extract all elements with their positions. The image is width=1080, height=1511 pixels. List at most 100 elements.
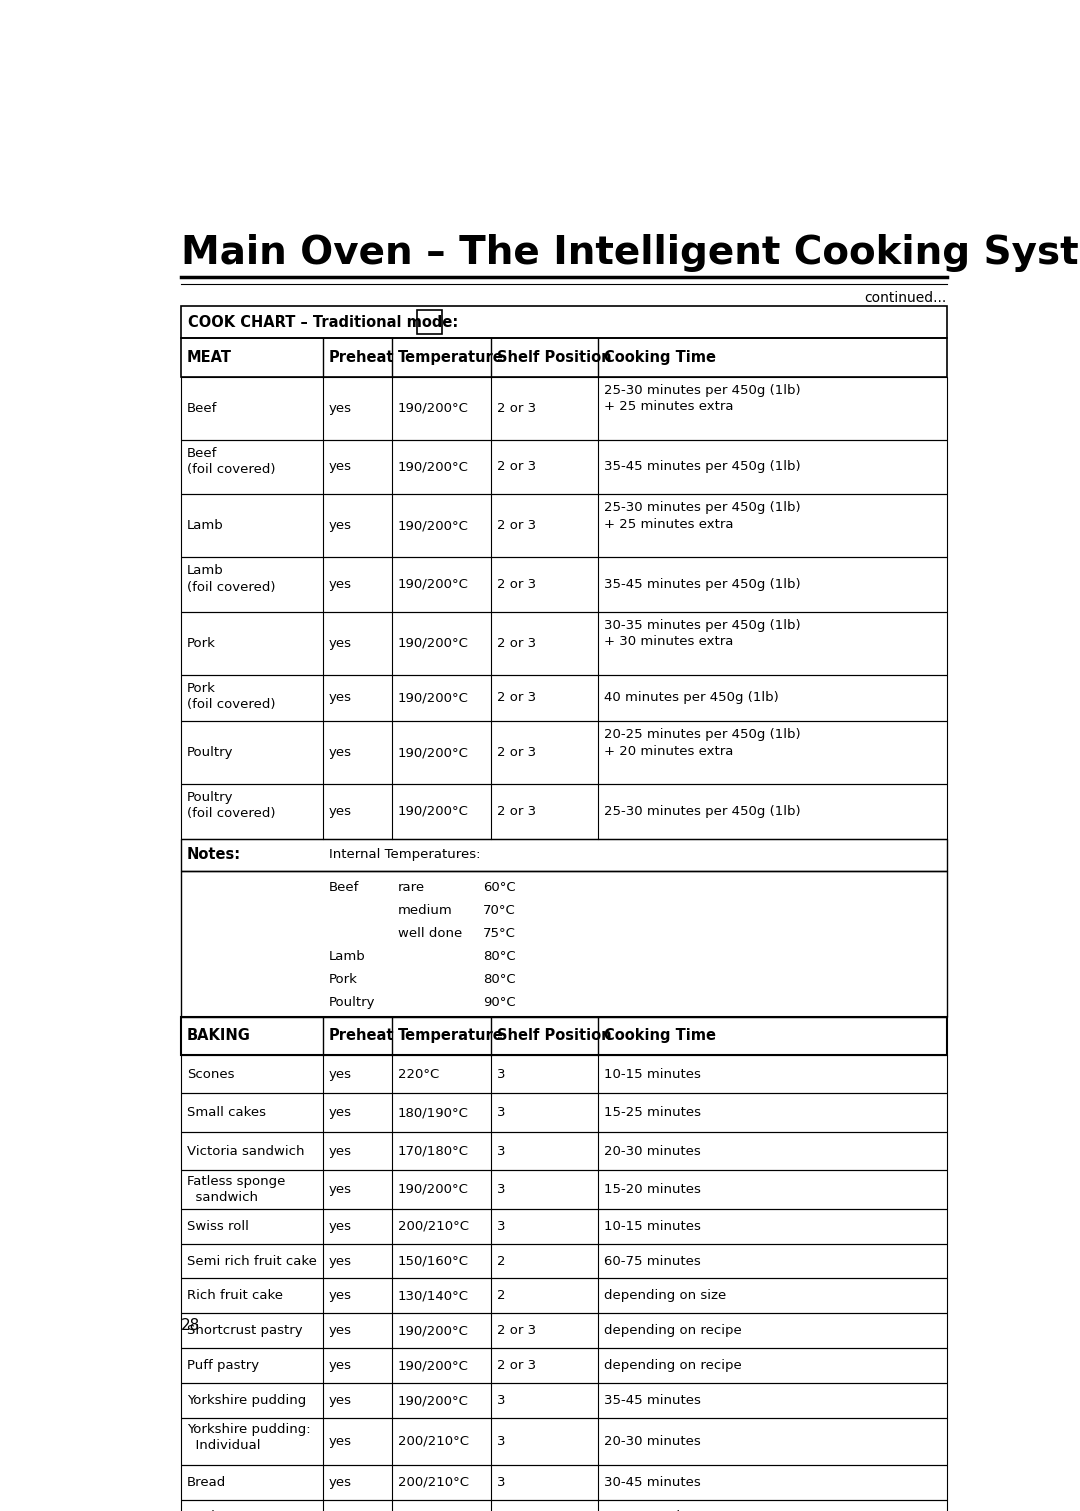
Text: 80°C: 80°C <box>483 950 515 963</box>
Text: depending on recipe: depending on recipe <box>605 1324 742 1337</box>
Text: 190/200°C: 190/200°C <box>397 746 469 759</box>
Text: 25-30 minutes per 450g (1lb)
+ 25 minutes extra: 25-30 minutes per 450g (1lb) + 25 minute… <box>605 502 801 530</box>
Text: Beef: Beef <box>328 881 359 895</box>
Text: 3: 3 <box>497 1144 505 1157</box>
Text: Cooking Time: Cooking Time <box>605 1029 716 1044</box>
Bar <box>181 1499 947 1511</box>
Text: 3: 3 <box>497 1106 505 1120</box>
Bar <box>181 558 947 612</box>
Text: Small cakes: Small cakes <box>187 1106 266 1120</box>
Text: 25-30 minutes per 450g (1lb): 25-30 minutes per 450g (1lb) <box>605 805 801 817</box>
Text: 75°C: 75°C <box>483 928 516 940</box>
Text: 30-45 minutes: 30-45 minutes <box>605 1476 701 1488</box>
Text: 60°C: 60°C <box>483 881 515 895</box>
Text: depending on recipe: depending on recipe <box>605 1360 742 1372</box>
Text: yes: yes <box>328 1360 352 1372</box>
Text: 60-75 minutes: 60-75 minutes <box>605 1254 701 1268</box>
Bar <box>181 1132 947 1171</box>
Text: 35-45 minutes: 35-45 minutes <box>605 1395 701 1407</box>
Text: 130/140°C: 130/140°C <box>397 1289 469 1302</box>
Bar <box>181 376 947 440</box>
Bar <box>181 1055 947 1094</box>
Text: continued...: continued... <box>865 290 947 305</box>
Bar <box>181 721 947 784</box>
Text: 190/200°C: 190/200°C <box>397 1324 469 1337</box>
Text: Shelf Position: Shelf Position <box>497 351 611 366</box>
Text: yes: yes <box>328 805 352 817</box>
Text: Bread: Bread <box>187 1476 226 1488</box>
Text: Pork
(foil covered): Pork (foil covered) <box>187 681 275 712</box>
Bar <box>181 1017 947 1055</box>
Text: Cooking Time: Cooking Time <box>605 351 716 366</box>
Text: 190/200°C: 190/200°C <box>397 402 469 414</box>
Text: 3: 3 <box>497 1476 505 1488</box>
Text: Shelf Position: Shelf Position <box>497 1029 611 1044</box>
Text: yes: yes <box>328 1476 352 1488</box>
Bar <box>181 338 947 376</box>
Text: Temperature: Temperature <box>397 1029 503 1044</box>
Text: 3: 3 <box>497 1183 505 1197</box>
Text: 20-25 minutes per 450g (1lb)
+ 20 minutes extra: 20-25 minutes per 450g (1lb) + 20 minute… <box>605 728 801 757</box>
Text: 28: 28 <box>181 1318 200 1333</box>
Text: Lamb
(foil covered): Lamb (foil covered) <box>187 564 275 594</box>
Text: Yorkshire pudding:
  Individual: Yorkshire pudding: Individual <box>187 1423 311 1452</box>
Text: 2 or 3: 2 or 3 <box>497 1360 536 1372</box>
Text: yes: yes <box>328 1395 352 1407</box>
Text: 190/200°C: 190/200°C <box>397 520 469 532</box>
Text: 10-15 minutes: 10-15 minutes <box>605 1219 701 1233</box>
Bar <box>181 494 947 558</box>
Text: 150/160°C: 150/160°C <box>397 1254 469 1268</box>
Text: yes: yes <box>328 692 352 704</box>
Text: Beef: Beef <box>187 402 217 414</box>
Text: 2 or 3: 2 or 3 <box>497 692 536 704</box>
Text: 10-15 minutes: 10-15 minutes <box>605 1068 701 1080</box>
Bar <box>181 1094 947 1132</box>
Text: yes: yes <box>328 461 352 473</box>
Text: yes: yes <box>328 746 352 759</box>
Bar <box>181 1464 947 1499</box>
Text: Lamb: Lamb <box>328 950 365 963</box>
Text: yes: yes <box>328 1324 352 1337</box>
Text: MEAT: MEAT <box>187 351 232 366</box>
Bar <box>181 1209 947 1244</box>
Text: Poultry
(foil covered): Poultry (foil covered) <box>187 790 275 820</box>
Text: 70°C: 70°C <box>483 904 515 917</box>
Text: Pork: Pork <box>328 973 357 987</box>
Bar <box>181 1348 947 1383</box>
Text: Poultry: Poultry <box>328 996 375 1009</box>
Text: 190/200°C: 190/200°C <box>397 805 469 817</box>
Text: 200/210°C: 200/210°C <box>397 1219 469 1233</box>
Text: 3: 3 <box>497 1435 505 1448</box>
Text: Pork: Pork <box>187 636 216 650</box>
Text: Fatless sponge
  sandwich: Fatless sponge sandwich <box>187 1176 285 1204</box>
Bar <box>181 674 947 721</box>
Text: BAKING: BAKING <box>187 1029 251 1044</box>
Bar <box>181 1171 947 1209</box>
Text: Preheat: Preheat <box>328 1029 394 1044</box>
Text: 15-25 minutes: 15-25 minutes <box>605 1106 701 1120</box>
Text: 190/200°C: 190/200°C <box>397 1183 469 1197</box>
Bar <box>181 1244 947 1278</box>
Text: yes: yes <box>328 1183 352 1197</box>
Text: Lamb: Lamb <box>187 520 224 532</box>
Text: 180/190°C: 180/190°C <box>397 1106 469 1120</box>
Text: yes: yes <box>328 1068 352 1080</box>
Text: yes: yes <box>328 1219 352 1233</box>
Text: 3: 3 <box>497 1219 505 1233</box>
Text: Temperature: Temperature <box>397 351 503 366</box>
Text: 2 or 3: 2 or 3 <box>497 461 536 473</box>
Text: 3: 3 <box>497 1395 505 1407</box>
Text: 30-35 minutes per 450g (1lb)
+ 30 minutes extra: 30-35 minutes per 450g (1lb) + 30 minute… <box>605 620 801 648</box>
Text: 190/200°C: 190/200°C <box>397 579 469 591</box>
Text: COOK CHART – Traditional mode:: COOK CHART – Traditional mode: <box>188 314 458 329</box>
Text: yes: yes <box>328 1254 352 1268</box>
Text: Victoria sandwich: Victoria sandwich <box>187 1144 305 1157</box>
Text: Internal Temperatures:: Internal Temperatures: <box>328 849 481 861</box>
Text: 2 or 3: 2 or 3 <box>497 746 536 759</box>
Text: 2 or 3: 2 or 3 <box>497 402 536 414</box>
Text: yes: yes <box>328 1289 352 1302</box>
Text: 2 or 3: 2 or 3 <box>497 636 536 650</box>
Bar <box>181 1278 947 1313</box>
Text: Beef
(foil covered): Beef (foil covered) <box>187 447 275 476</box>
Text: yes: yes <box>328 1144 352 1157</box>
